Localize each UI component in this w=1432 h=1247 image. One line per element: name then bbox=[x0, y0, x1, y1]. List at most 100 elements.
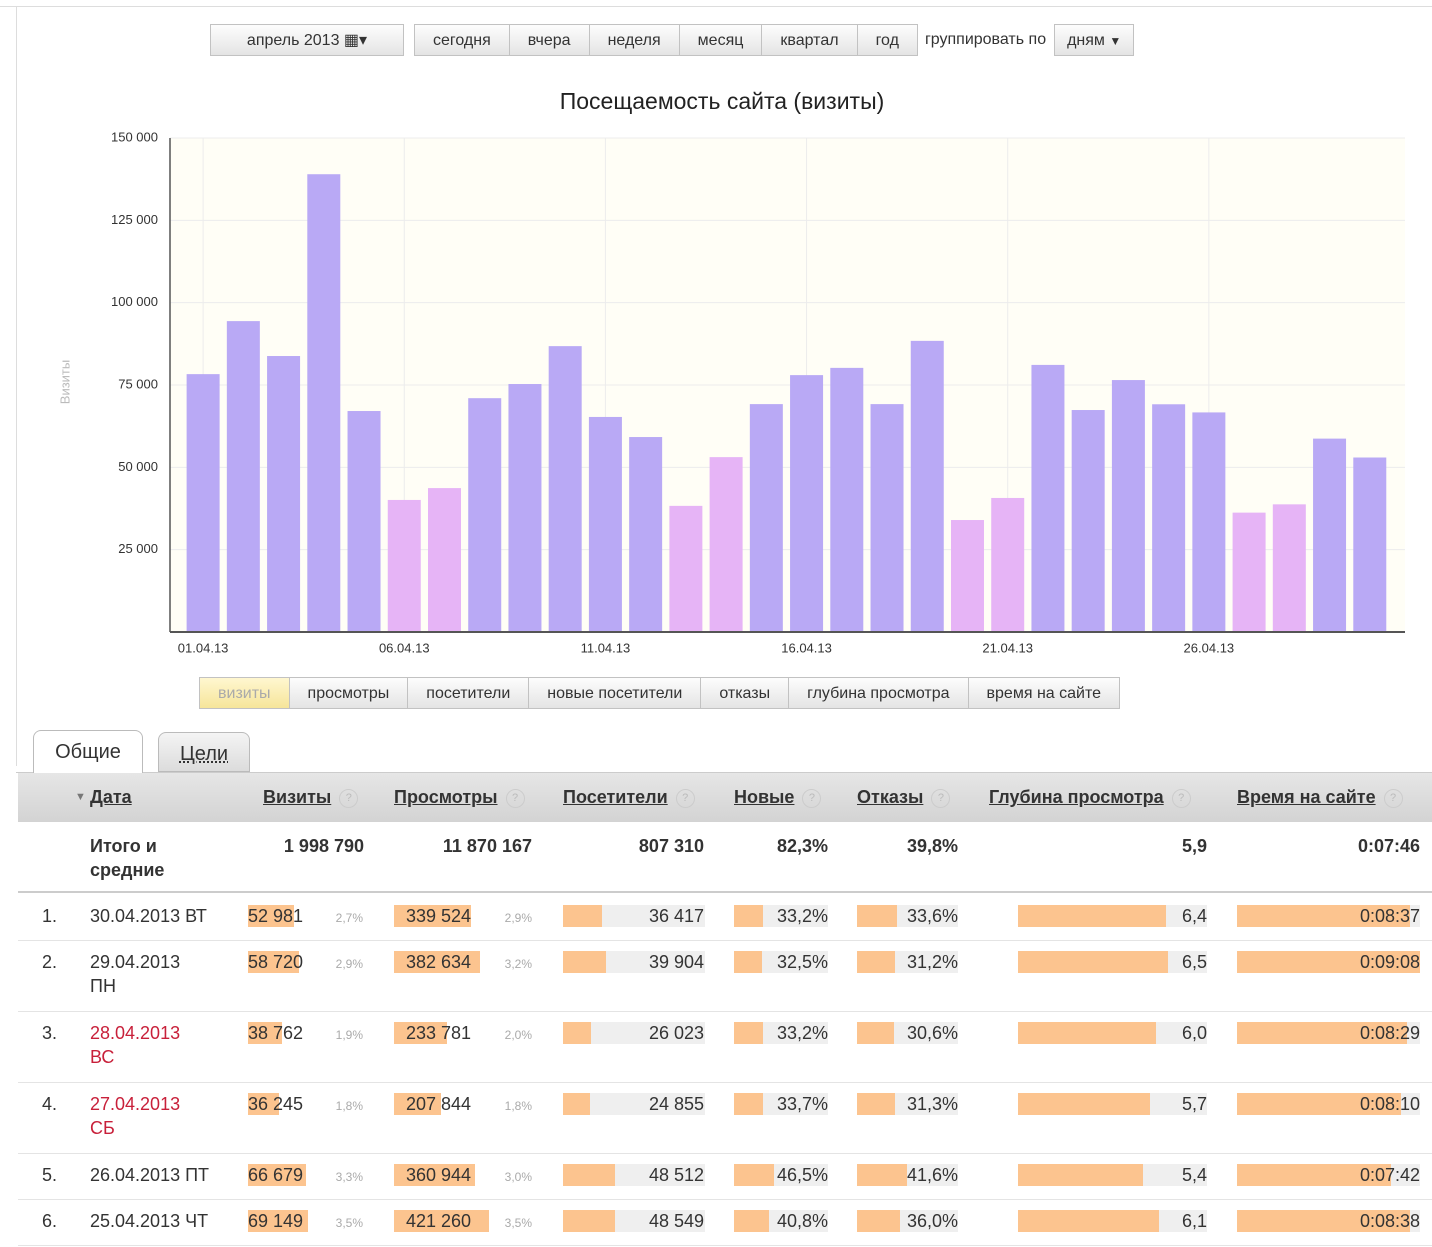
cell-share: 1,8% bbox=[335, 1099, 363, 1113]
cell-bar bbox=[1018, 1093, 1150, 1115]
x-tick-label: 01.04.13 bbox=[178, 640, 229, 655]
group-label: группировать по bbox=[924, 31, 1047, 48]
row-number: 6. bbox=[42, 1211, 58, 1231]
tabs: Общие Цели bbox=[0, 729, 1432, 773]
preset-button[interactable]: сегодня bbox=[414, 24, 510, 56]
cell-value: 33,2% bbox=[776, 1023, 828, 1043]
metric-button[interactable]: посетители bbox=[408, 677, 530, 709]
cell-bar bbox=[394, 1164, 476, 1186]
cell-bar bbox=[394, 905, 471, 927]
column-header[interactable]: Новые? bbox=[734, 785, 822, 809]
metric-button[interactable]: глубина просмотра bbox=[789, 677, 969, 709]
column-header[interactable]: Дата bbox=[90, 787, 132, 807]
cell-value: 0:08:37 bbox=[1359, 906, 1420, 926]
totals-label: Итого и bbox=[90, 836, 157, 856]
bar bbox=[347, 411, 381, 632]
cell-bar bbox=[248, 905, 294, 927]
preset-button[interactable]: неделя bbox=[589, 24, 680, 56]
cell-share: 3,5% bbox=[504, 1216, 532, 1230]
cell-bar bbox=[857, 905, 898, 927]
cell-value: 421 260 bbox=[406, 1211, 472, 1231]
metric-button[interactable]: отказы bbox=[701, 677, 790, 709]
cell-bar bbox=[563, 1022, 591, 1044]
group-select[interactable]: дням ▼ bbox=[1054, 24, 1135, 56]
column-header[interactable]: Отказы? bbox=[857, 785, 951, 809]
row-number: 4. bbox=[42, 1094, 58, 1114]
cell-bar bbox=[248, 1022, 282, 1044]
cell-value: 48 512 bbox=[648, 1165, 704, 1185]
cell-share: 2,7% bbox=[335, 911, 363, 925]
bar bbox=[548, 346, 582, 632]
bar bbox=[267, 356, 301, 632]
bar bbox=[387, 499, 421, 632]
cell-share: 2,9% bbox=[504, 911, 532, 925]
column-header[interactable]: Просмотры? bbox=[394, 785, 525, 809]
bar bbox=[1192, 412, 1226, 632]
row-date: ВС bbox=[90, 1047, 115, 1067]
column-header[interactable]: Визиты? bbox=[263, 785, 359, 809]
column-header[interactable]: Время на сайте? bbox=[1237, 785, 1403, 809]
bar bbox=[1111, 380, 1145, 632]
period-button[interactable]: апрель 2013 ▦▾ bbox=[210, 24, 404, 56]
y-tick-label: 75 000 bbox=[118, 376, 158, 391]
metric-button[interactable]: новые посетители bbox=[529, 677, 702, 709]
cell-bar bbox=[857, 1164, 907, 1186]
preset-group: сегодня вчера неделя месяц квартал год bbox=[414, 24, 918, 56]
cell-share: 1,9% bbox=[335, 1028, 363, 1042]
metric-button[interactable]: просмотры bbox=[289, 677, 409, 709]
totals-value: 39,8% bbox=[906, 836, 958, 856]
cell-bar bbox=[734, 951, 762, 973]
bar bbox=[629, 437, 663, 632]
help-icon: ? bbox=[1171, 789, 1191, 808]
metric-button[interactable]: время на сайте bbox=[968, 677, 1120, 709]
cell-value: 69 149 bbox=[248, 1211, 304, 1231]
toolbar: апрель 2013 ▦▾ сегодня вчера неделя месяц кв… bbox=[210, 24, 1135, 56]
y-tick-label: 125 000 bbox=[111, 212, 158, 227]
cell-value: 24 855 bbox=[648, 1094, 704, 1114]
row-date: ПН bbox=[90, 976, 116, 996]
tab[interactable]: Цели bbox=[158, 732, 250, 772]
x-tick-label: 21.04.13 bbox=[982, 640, 1033, 655]
table-header bbox=[18, 773, 1432, 822]
bar bbox=[669, 505, 703, 632]
cell-bar bbox=[563, 1093, 590, 1115]
column-header[interactable]: Посетители? bbox=[563, 785, 695, 809]
preset-button[interactable]: вчера bbox=[509, 24, 590, 56]
x-tick-label: 26.04.13 bbox=[1184, 640, 1235, 655]
cell-bar bbox=[857, 1022, 894, 1044]
tab[interactable]: Общие bbox=[33, 730, 143, 773]
preset-button[interactable]: год bbox=[857, 24, 918, 56]
help-icon: ? bbox=[339, 789, 359, 808]
cell-bar bbox=[734, 1164, 774, 1186]
row-border bbox=[18, 1199, 1432, 1200]
bar bbox=[1232, 512, 1266, 632]
bar bbox=[950, 520, 984, 632]
column-header[interactable]: Глубина просмотра? bbox=[989, 785, 1191, 809]
chart: Посещаемость сайта (визиты) Визиты 25 00… bbox=[57, 88, 1405, 655]
x-tick-label: 06.04.13 bbox=[379, 640, 430, 655]
help-icon: ? bbox=[1383, 789, 1403, 808]
row-date: 25.04.2013 ЧТ bbox=[90, 1211, 209, 1231]
cell-value: 38 762 bbox=[248, 1023, 304, 1043]
y-axis-label: Визиты bbox=[57, 360, 72, 404]
bar-track bbox=[563, 1022, 705, 1044]
cell-bar bbox=[394, 1022, 447, 1044]
preset-button[interactable]: квартал bbox=[762, 24, 858, 56]
bar bbox=[588, 416, 622, 632]
cell-bar bbox=[394, 1210, 489, 1232]
preset-button[interactable]: месяц bbox=[679, 24, 763, 56]
cell-share: 2,0% bbox=[504, 1028, 532, 1042]
cell-bar bbox=[1237, 1093, 1401, 1115]
cell-value: 0:08:10 bbox=[1359, 1094, 1420, 1114]
help-icon: ? bbox=[505, 789, 525, 808]
cell-value: 0:09:08 bbox=[1359, 952, 1420, 972]
metric-button[interactable]: визиты bbox=[199, 677, 290, 709]
bar bbox=[1353, 457, 1387, 632]
row-date: 29.04.2013 bbox=[90, 952, 181, 972]
cell-bar bbox=[563, 1210, 615, 1232]
cell-bar bbox=[857, 1093, 895, 1115]
cell-value: 6,4 bbox=[1181, 906, 1207, 926]
totals-value: 5,9 bbox=[1181, 836, 1207, 856]
bar bbox=[226, 321, 260, 632]
